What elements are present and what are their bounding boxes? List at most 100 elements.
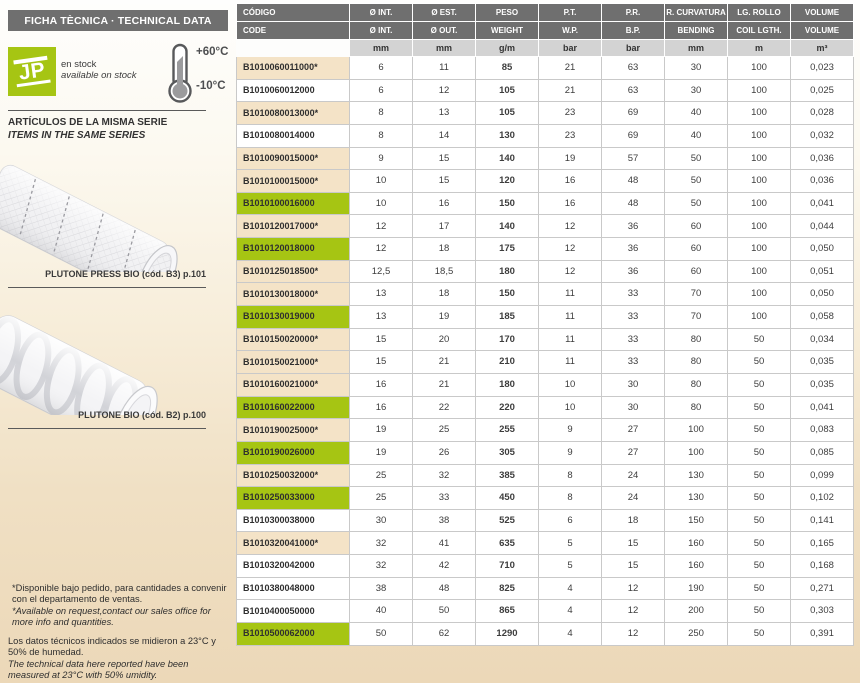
value-cell: 50 bbox=[349, 622, 413, 646]
table-row: B1010190025000* 19 25 255 9 27 100 50 0,083 bbox=[236, 418, 854, 442]
value-cell: 10 bbox=[538, 395, 602, 420]
value-cell: 13 bbox=[412, 101, 476, 125]
product1-caption: PLUTONE PRESS BIO (cód. B3) p.101 bbox=[45, 269, 206, 279]
table-body: B1010060011000* 6 11 85 21 63 30 100 0,023 B10100… bbox=[236, 56, 854, 646]
value-cell: 120 bbox=[475, 169, 539, 193]
value-cell: 19 bbox=[349, 418, 413, 442]
column-header-cell: CODE bbox=[236, 21, 350, 40]
value-cell: 0,044 bbox=[790, 214, 854, 239]
value-cell: 140 bbox=[475, 214, 539, 239]
value-cell: 38 bbox=[412, 508, 476, 533]
product-code-cell: B1010120017000* bbox=[236, 214, 350, 239]
value-cell: 27 bbox=[601, 418, 665, 442]
value-cell: 100 bbox=[664, 418, 728, 442]
hose-bio-image bbox=[0, 315, 158, 415]
value-cell: 13 bbox=[349, 305, 413, 329]
divider bbox=[8, 428, 206, 429]
value-cell: 50 bbox=[727, 463, 791, 488]
value-cell: 635 bbox=[475, 531, 539, 556]
value-cell: 0,141 bbox=[790, 508, 854, 533]
product-code-cell: B1010320041000* bbox=[236, 531, 350, 556]
divider bbox=[8, 110, 206, 111]
thermometer-icon bbox=[168, 43, 192, 103]
value-cell: 60 bbox=[664, 237, 728, 261]
unit-cell bbox=[236, 39, 350, 57]
value-cell: 0,303 bbox=[790, 599, 854, 624]
value-cell: 42 bbox=[412, 554, 476, 578]
value-cell: 100 bbox=[727, 56, 791, 80]
value-cell: 8 bbox=[538, 486, 602, 510]
value-cell: 100 bbox=[727, 169, 791, 193]
product-code-cell: B1010080013000* bbox=[236, 101, 350, 125]
value-cell: 0,085 bbox=[790, 440, 854, 465]
value-cell: 130 bbox=[664, 486, 728, 510]
same-series-heading-es: ARTÍCULOS DE LA MISMA SERIE bbox=[8, 117, 168, 128]
value-cell: 0,032 bbox=[790, 123, 854, 148]
value-cell: 50 bbox=[727, 327, 791, 352]
hose-press-bio-image bbox=[0, 164, 178, 272]
product-code-cell: B1010250032000* bbox=[236, 463, 350, 488]
value-cell: 15 bbox=[412, 169, 476, 193]
value-cell: 0,035 bbox=[790, 350, 854, 374]
column-header-cell: BENDING bbox=[664, 21, 728, 40]
value-cell: 18 bbox=[601, 508, 665, 533]
value-cell: 63 bbox=[601, 78, 665, 103]
value-cell: 150 bbox=[475, 282, 539, 307]
product-code-cell: B1010125018500* bbox=[236, 259, 350, 284]
value-cell: 180 bbox=[475, 372, 539, 397]
unit-cell: bar bbox=[538, 39, 602, 57]
value-cell: 100 bbox=[727, 282, 791, 307]
value-cell: 8 bbox=[349, 101, 413, 125]
product-code-cell: B1010250033000 bbox=[236, 486, 350, 510]
value-cell: 33 bbox=[601, 327, 665, 352]
table-row: B1010130018000* 13 18 150 11 33 70 100 0,050 bbox=[236, 282, 854, 307]
value-cell: 0,025 bbox=[790, 78, 854, 103]
table-row: B1010300038000 30 38 525 6 18 150 50 0,141 bbox=[236, 508, 854, 533]
unit-cell: mm bbox=[349, 39, 413, 57]
value-cell: 0,083 bbox=[790, 418, 854, 442]
value-cell: 160 bbox=[664, 531, 728, 556]
value-cell: 50 bbox=[664, 191, 728, 216]
table-row: B1010080014000 8 14 130 23 69 40 100 0,032 bbox=[236, 123, 854, 148]
column-header-cell: P.T. bbox=[538, 3, 602, 22]
value-cell: 4 bbox=[538, 576, 602, 601]
unit-cell: mm bbox=[412, 39, 476, 57]
value-cell: 32 bbox=[349, 554, 413, 578]
value-cell: 21 bbox=[538, 56, 602, 80]
value-cell: 21 bbox=[538, 78, 602, 103]
table-row: B1010160021000* 16 21 180 10 30 80 50 0,035 bbox=[236, 372, 854, 397]
value-cell: 50 bbox=[727, 486, 791, 510]
column-header-cell: Ø OUT. bbox=[412, 21, 476, 40]
value-cell: 10 bbox=[349, 191, 413, 216]
table-row: B1010090015000* 9 15 140 19 57 50 100 0,036 bbox=[236, 146, 854, 171]
value-cell: 9 bbox=[349, 146, 413, 171]
value-cell: 4 bbox=[538, 599, 602, 624]
product-code-cell: B1010100015000* bbox=[236, 169, 350, 193]
stock-text-es: en stock bbox=[61, 59, 97, 70]
value-cell: 9 bbox=[538, 440, 602, 465]
value-cell: 18,5 bbox=[412, 259, 476, 284]
value-cell: 32 bbox=[349, 531, 413, 556]
column-header-cell: VOLUME bbox=[790, 3, 854, 22]
value-cell: 36 bbox=[601, 237, 665, 261]
value-cell: 12 bbox=[601, 576, 665, 601]
value-cell: 12 bbox=[538, 259, 602, 284]
value-cell: 825 bbox=[475, 576, 539, 601]
value-cell: 0,035 bbox=[790, 372, 854, 397]
value-cell: 33 bbox=[412, 486, 476, 510]
footnote-en-1: *Available on request,contact our sales … bbox=[12, 605, 211, 627]
value-cell: 80 bbox=[664, 372, 728, 397]
product-code-cell: B1010100016000 bbox=[236, 191, 350, 216]
value-cell: 6 bbox=[349, 78, 413, 103]
temperature-min-label: -10°C bbox=[196, 80, 226, 92]
value-cell: 15 bbox=[349, 327, 413, 352]
product-code-cell: B1010320042000 bbox=[236, 554, 350, 578]
same-series-heading-en: ITEMS IN THE SAME SERIES bbox=[8, 129, 146, 141]
value-cell: 60 bbox=[664, 214, 728, 239]
value-cell: 175 bbox=[475, 237, 539, 261]
product-code-cell: B1010190025000* bbox=[236, 418, 350, 442]
value-cell: 15 bbox=[601, 531, 665, 556]
value-cell: 0,050 bbox=[790, 237, 854, 261]
table-row: B1010320042000 32 42 710 5 15 160 50 0,168 bbox=[236, 554, 854, 578]
value-cell: 11 bbox=[538, 350, 602, 374]
